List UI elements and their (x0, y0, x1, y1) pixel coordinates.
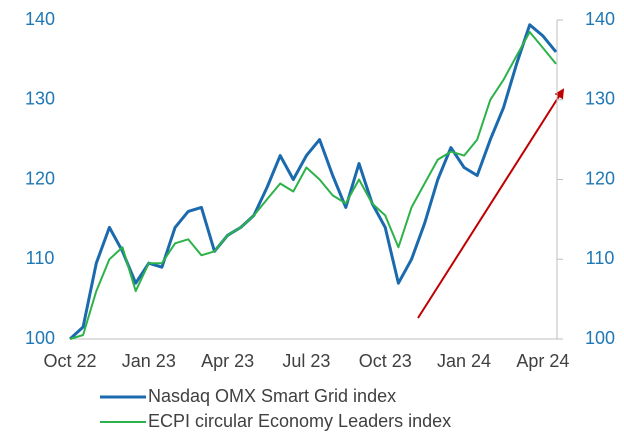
legend-label: ECPI circular Economy Leaders index (148, 411, 451, 431)
y-tick-label: 110 (26, 248, 55, 268)
legend-label: Nasdaq OMX Smart Grid index (148, 386, 396, 406)
x-tick-label: Jul 23 (282, 351, 330, 371)
y2-tick-label: 140 (585, 9, 615, 29)
y2-tick-label: 100 (585, 328, 615, 348)
y-tick-label: 100 (25, 328, 55, 348)
y-tick-label: 120 (25, 168, 55, 188)
y2-tick-label: 130 (585, 89, 615, 109)
trend-arrow (417, 88, 565, 319)
x-tick-label: Apr 24 (516, 351, 569, 371)
x-tick-label: Apr 23 (201, 351, 254, 371)
y-tick-label: 130 (25, 89, 55, 109)
series-line (68, 23, 558, 341)
x-tick-label: Oct 22 (43, 351, 96, 371)
y-tick-label: 140 (25, 9, 55, 29)
series-line (69, 31, 557, 340)
x-tick-label: Jan 23 (122, 351, 176, 371)
y2-tick-label: 110 (586, 248, 615, 268)
x-tick-label: Oct 23 (359, 351, 412, 371)
y2-tick-label: 120 (585, 168, 615, 188)
x-tick-label: Jan 24 (437, 351, 491, 371)
